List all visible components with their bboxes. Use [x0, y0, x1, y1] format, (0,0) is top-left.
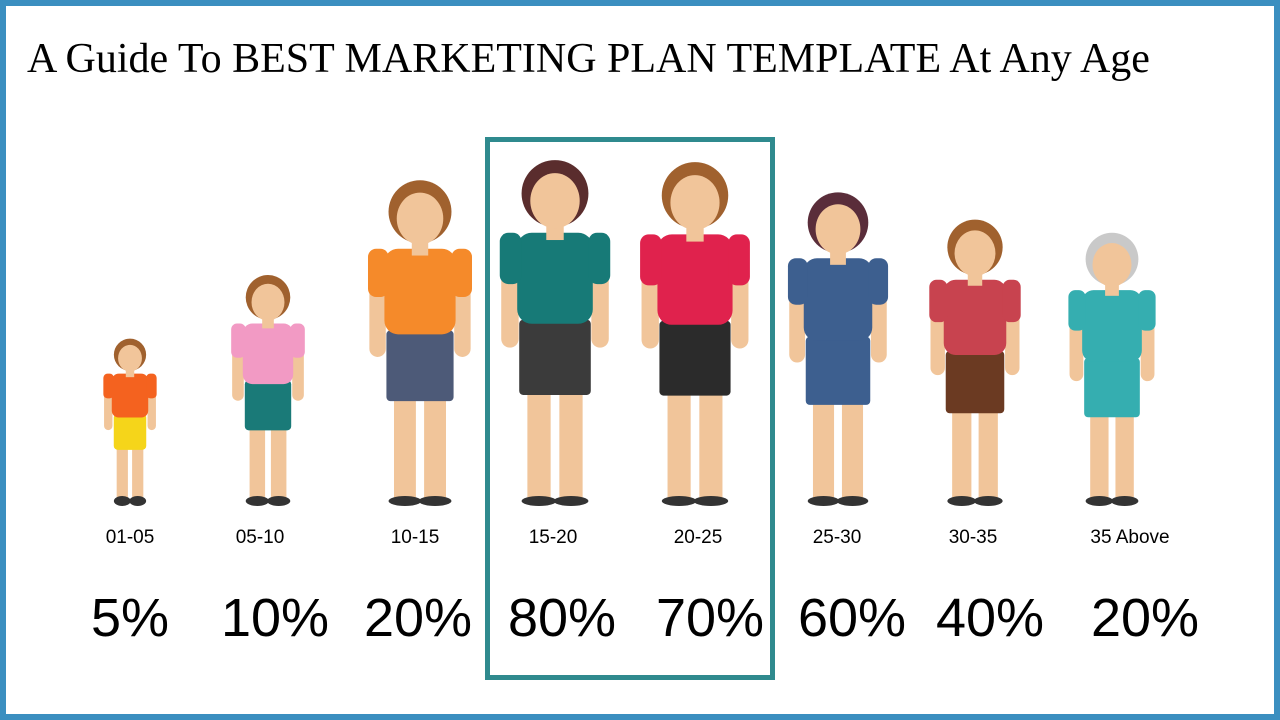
highlight-box: [485, 137, 775, 680]
person-shirt: [943, 279, 1007, 356]
percent-label: 20%: [1091, 588, 1199, 648]
age-label: 30-35: [949, 527, 998, 548]
person-arm-sleeve: [929, 279, 948, 323]
person-shoe: [973, 496, 1003, 506]
person-face: [1092, 243, 1132, 287]
person-figure: [103, 338, 157, 506]
person-shoe: [1110, 496, 1139, 506]
person-bottom: [1084, 357, 1140, 418]
person-figure: [231, 275, 305, 506]
person-shoe: [418, 496, 452, 506]
age-label: 25-30: [813, 527, 862, 548]
age-label: 01-05: [106, 527, 155, 548]
person-shirt: [517, 232, 593, 324]
person-shirt: [1082, 290, 1142, 362]
person-shirt: [384, 248, 456, 335]
person-shoe: [129, 496, 147, 506]
percent-label: 5%: [91, 588, 169, 648]
person-face: [396, 192, 444, 245]
person-face: [530, 173, 580, 229]
age-label: 10-15: [391, 527, 440, 548]
person-arm-sleeve: [640, 234, 662, 286]
person-figure: [787, 192, 889, 506]
person-arm-sleeve: [787, 258, 808, 305]
person-face: [118, 344, 142, 372]
person-leg: [132, 417, 144, 499]
person-arm-sleeve: [146, 373, 157, 399]
person-arm-sleeve: [1002, 279, 1021, 323]
person-bottom: [659, 320, 731, 396]
person-arm-sleeve: [103, 373, 114, 399]
person-neck: [125, 365, 135, 378]
person-shoe: [807, 496, 840, 506]
person-arm-sleeve: [868, 258, 889, 305]
percent-label: 70%: [656, 588, 764, 648]
person-arm-sleeve: [1068, 290, 1086, 331]
person-shoe: [521, 496, 557, 506]
percent-label: 80%: [508, 588, 616, 648]
person-shoe: [693, 496, 729, 506]
person-face: [251, 283, 285, 321]
person-shirt: [803, 258, 873, 341]
figures: [103, 160, 1156, 506]
person-arm-sleeve: [728, 234, 750, 286]
person-shoe: [661, 496, 697, 506]
percent-label: 40%: [936, 588, 1044, 648]
person-shoe: [947, 496, 977, 506]
person-arm-sleeve: [367, 248, 389, 297]
person-figure: [640, 162, 750, 506]
person-figure: [499, 160, 611, 506]
person-arm-sleeve: [290, 323, 305, 358]
person-face: [954, 230, 996, 277]
person-arm-sleeve: [499, 232, 522, 285]
age-label: 20-25: [674, 527, 723, 548]
person-shirt: [657, 234, 733, 325]
person-shoe: [388, 496, 422, 506]
person-face: [815, 204, 861, 255]
person-leg: [116, 417, 128, 499]
person-figure: [367, 180, 473, 506]
labels: 01-05 5% 05-10 10% 10-15 20% 15-20 80% 20-25 70% 2…: [91, 527, 1199, 648]
person-bottom: [244, 380, 292, 431]
person-shirt: [242, 323, 294, 385]
percent-label: 60%: [798, 588, 906, 648]
person-arm-sleeve: [588, 232, 611, 285]
age-label: 05-10: [236, 527, 285, 548]
person-shoe: [245, 496, 269, 506]
person-shoe: [113, 496, 131, 506]
person-arm-sleeve: [1138, 290, 1156, 331]
percent-label: 10%: [221, 588, 329, 648]
person-arm-sleeve: [451, 248, 473, 297]
person-shirt: [111, 373, 149, 418]
person-bottom: [805, 336, 871, 405]
slide-title: A Guide To BEST MARKETING PLAN TEMPLATE …: [27, 36, 1150, 82]
person-bottom: [519, 319, 591, 395]
person-bottom: [113, 413, 147, 450]
person-figure: [929, 219, 1021, 506]
person-face: [670, 175, 720, 231]
person-bottom: [386, 330, 454, 402]
person-shoe: [553, 496, 589, 506]
person-shoe: [267, 496, 291, 506]
person-bottom: [945, 351, 1005, 414]
person-shoe: [836, 496, 869, 506]
age-label: 15-20: [529, 527, 578, 548]
person-shoe: [1085, 496, 1114, 506]
person-figure: [1068, 232, 1156, 506]
person-arm-sleeve: [231, 323, 246, 358]
percent-label: 20%: [364, 588, 472, 648]
age-label: 35 Above: [1090, 527, 1169, 548]
